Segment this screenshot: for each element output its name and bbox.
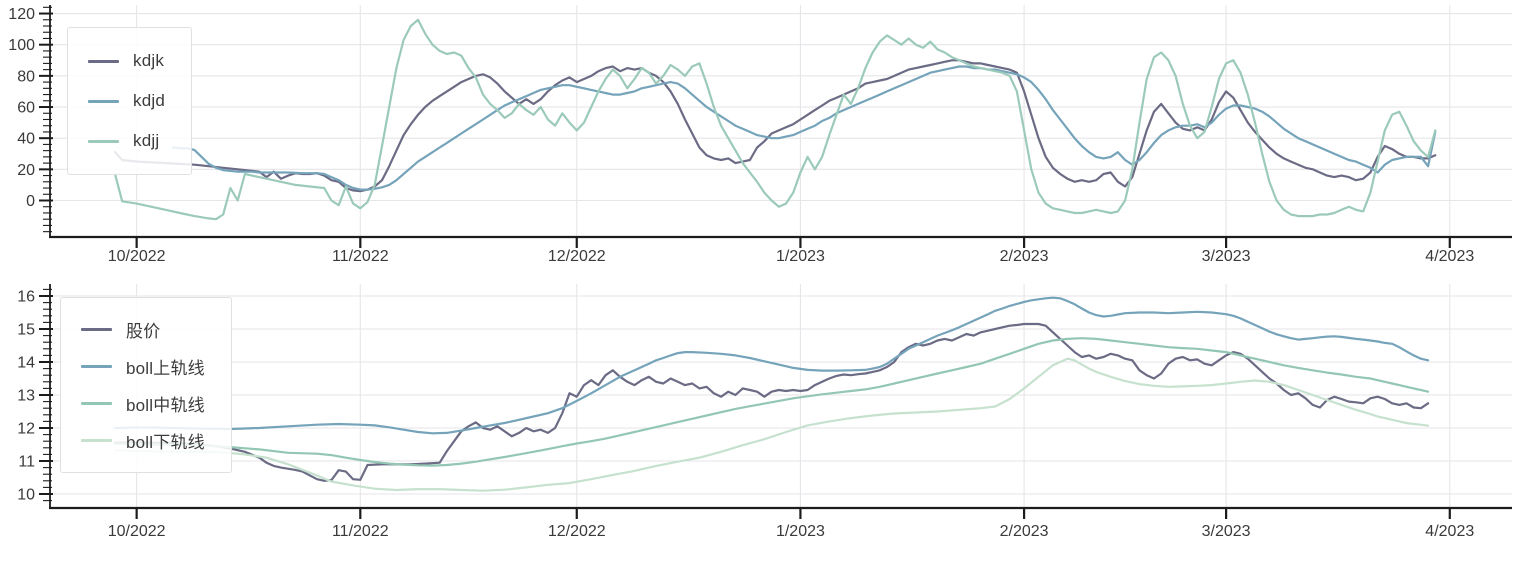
legend-item: boll下轨线	[81, 422, 205, 459]
legend-item: kdjd	[88, 81, 165, 121]
y-axis-tick-label: 13	[17, 388, 35, 405]
x-axis-tick-label: 10/2022	[108, 248, 166, 265]
kdj-legend: kdjk kdjd kdjj	[67, 27, 192, 175]
y-axis-tick-label: 11	[18, 454, 35, 471]
legend-item: kdjk	[88, 41, 165, 81]
series-line-kdjk	[113, 59, 1437, 193]
legend-item: kdjj	[88, 121, 165, 161]
legend-line-swatch	[81, 402, 112, 405]
legend-line-swatch	[88, 139, 119, 143]
x-axis-tick-label: 4/2023	[1425, 248, 1474, 265]
x-axis-tick-label: 12/2022	[548, 248, 606, 265]
y-axis-tick-label: 16	[17, 289, 35, 306]
legend-label: kdjd	[133, 91, 165, 110]
x-axis-tick-label: 1/2023	[776, 523, 825, 540]
x-axis-tick-label: 4/2023	[1425, 523, 1474, 540]
legend-line-swatch	[88, 99, 119, 103]
legend-label: kdjj	[133, 131, 160, 150]
y-axis-tick-label: 0	[26, 193, 35, 210]
x-axis-tick-label: 11/2022	[332, 523, 389, 540]
series-line-kdjj	[113, 18, 1437, 221]
y-axis-tick-label: 10	[17, 487, 35, 504]
series-line-boll中轨线	[113, 337, 1430, 467]
y-axis-tick-label: 20	[17, 162, 35, 179]
legend-label: kdjk	[133, 51, 165, 70]
y-axis-tick-label: 60	[17, 100, 35, 117]
y-axis-tick-label: 14	[17, 355, 35, 372]
x-axis-tick-label: 1/2023	[776, 248, 825, 265]
legend-item: boll上轨线	[81, 348, 205, 385]
x-axis-tick-label: 10/2022	[108, 523, 166, 540]
y-axis-tick-label: 80	[17, 68, 35, 85]
legend-label: boll上轨线	[126, 359, 205, 378]
legend-label: 股价	[126, 322, 161, 341]
y-axis-tick-label: 40	[17, 131, 35, 148]
x-axis-tick-label: 2/2023	[1000, 248, 1049, 265]
legend-label: boll中轨线	[126, 396, 205, 415]
x-axis-tick-label: 3/2023	[1202, 248, 1251, 265]
x-axis-tick-label: 3/2023	[1202, 523, 1251, 540]
x-axis-tick-label: 2/2023	[1000, 523, 1049, 540]
x-axis-tick-label: 12/2022	[548, 523, 606, 540]
y-axis-tick-label: 15	[17, 322, 35, 339]
legend-label: boll下轨线	[126, 433, 205, 452]
series-line-boll下轨线	[113, 357, 1430, 492]
x-axis-tick-label: 11/2022	[332, 248, 389, 265]
y-axis-tick-label: 12	[17, 421, 35, 438]
legend-line-swatch	[81, 328, 112, 331]
legend-item: 股价	[81, 311, 205, 348]
boll-legend: 股价 boll上轨线 boll中轨线 boll下轨线	[60, 297, 232, 473]
series-line-boll上轨线	[113, 296, 1430, 435]
legend-line-swatch	[88, 59, 119, 63]
series-line-kdjd	[171, 65, 1437, 191]
y-axis-tick-label: 120	[8, 6, 35, 23]
legend-line-swatch	[81, 365, 112, 368]
legend-item: boll中轨线	[81, 385, 205, 422]
y-axis-tick-label: 100	[8, 37, 35, 54]
legend-line-swatch	[81, 439, 112, 442]
